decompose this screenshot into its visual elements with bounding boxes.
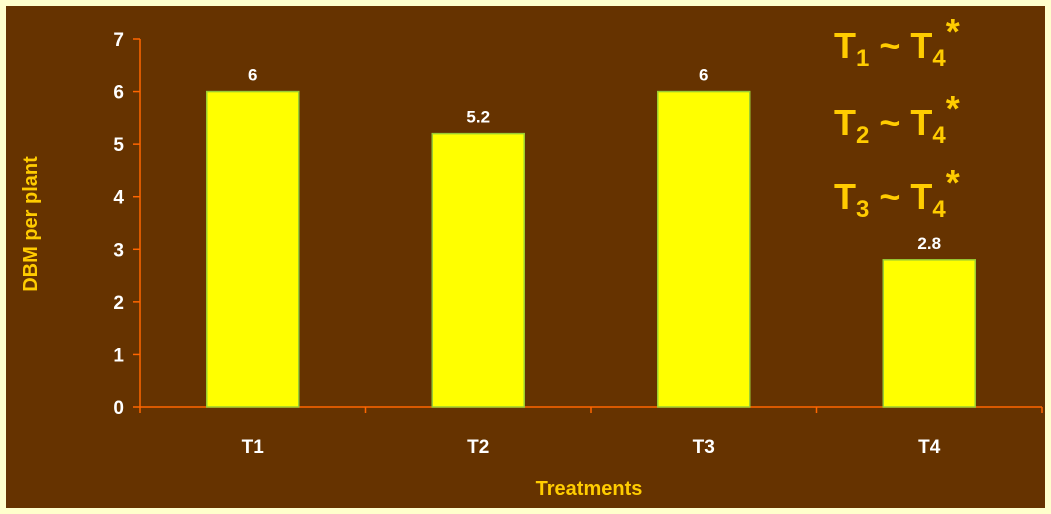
data-label-t4: 2.8 [917,234,941,253]
comparison-annotation: T1 ~ T4* [834,11,960,72]
bars-layer [206,90,976,408]
x-tick-label-t1: T1 [242,437,265,458]
y-tick-label: 1 [113,345,124,366]
x-axis-title: Treatments [536,478,643,500]
y-tick-label: 0 [113,398,124,419]
x-tick-label-t4: T4 [918,437,941,458]
data-label-t3: 6 [699,66,708,85]
y-tick-label: 7 [113,30,124,51]
comparison-annotation: T2 ~ T4* [834,88,960,149]
y-tick-label: 4 [113,188,124,209]
x-tick-label-t2: T2 [467,437,489,458]
bar-t4 [882,259,976,408]
chart-frame: 0 1 2 3 4 5 6 7 6 T1 5.2 T2 6 T3 2.8 T4 DBM per plant T… [6,6,1045,508]
x-tick-label-t3: T3 [693,437,715,458]
data-label-t1: 6 [248,66,257,85]
y-tick-label: 2 [113,293,124,314]
bar-t1 [206,90,300,408]
y-tick-label: 6 [113,83,124,104]
data-label-t2: 5.2 [466,108,490,127]
bar-t3 [657,90,751,408]
bar-t2 [431,132,525,408]
y-tick-label: 5 [113,135,124,156]
y-axis-title: DBM per plant [20,156,42,292]
y-tick-label: 3 [113,240,124,261]
comparison-annotation: T3 ~ T4* [834,162,960,223]
annotations-layer: T1 ~ T4* T2 ~ T4* T3 ~ T4* [834,11,960,223]
labels-layer: 0 1 2 3 4 5 6 7 6 T1 5.2 T2 6 T3 2.8 T4 [113,30,941,458]
bar-chart: 0 1 2 3 4 5 6 7 6 T1 5.2 T2 6 T3 2.8 T4 DBM per plant T… [20,11,1043,500]
